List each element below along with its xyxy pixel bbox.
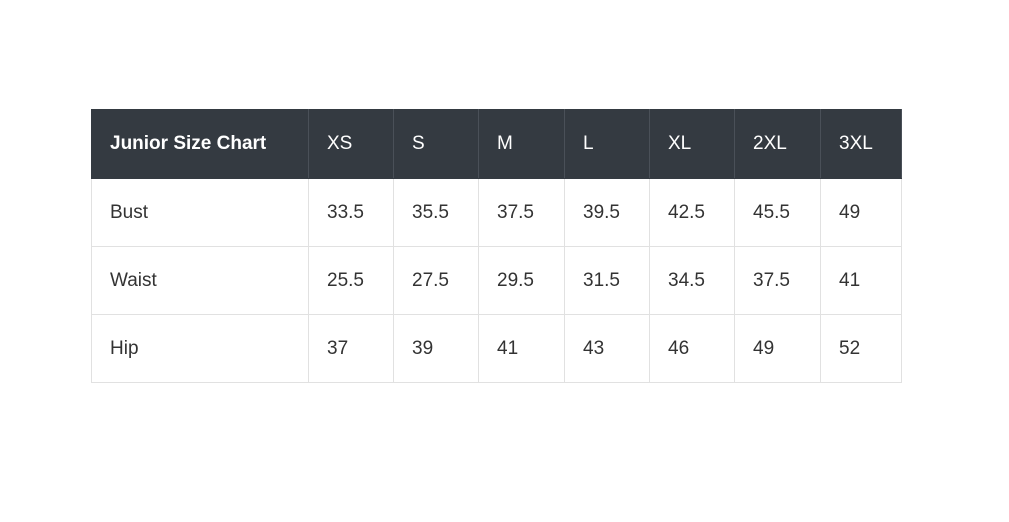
header-cell: Junior Size Chart — [91, 109, 309, 179]
size-value: 52 — [820, 314, 902, 383]
row-label: Bust — [91, 178, 309, 247]
header-cell: L — [564, 109, 650, 179]
size-table: Junior Size Chart XS S M L XL 2XL 3XL Bust 33.5 3… — [91, 109, 902, 383]
size-value: 35.5 — [393, 178, 479, 247]
row-label: Waist — [91, 246, 309, 315]
header-cell: XL — [649, 109, 735, 179]
size-value: 27.5 — [393, 246, 479, 315]
size-value: 29.5 — [478, 246, 565, 315]
size-value: 43 — [564, 314, 650, 383]
row-label: Hip — [91, 314, 309, 383]
size-value: 25.5 — [308, 246, 394, 315]
size-value: 39 — [393, 314, 479, 383]
size-value: 37.5 — [478, 178, 565, 247]
table-header: Junior Size Chart XS S M L XL 2XL 3XL — [91, 109, 902, 179]
size-value: 42.5 — [649, 178, 735, 247]
size-value: 33.5 — [308, 178, 394, 247]
size-value: 39.5 — [564, 178, 650, 247]
size-value: 45.5 — [734, 178, 821, 247]
size-chart: Junior Size Chart XS S M L XL 2XL 3XL Bust 33.5 3… — [91, 109, 902, 383]
header-cell: XS — [308, 109, 394, 179]
body-row: Bust 33.5 35.5 37.5 39.5 42.5 45.5 49 — [91, 178, 902, 247]
size-value: 49 — [734, 314, 821, 383]
header-row: Junior Size Chart XS S M L XL 2XL 3XL — [91, 109, 902, 179]
size-value: 49 — [820, 178, 902, 247]
size-value: 41 — [820, 246, 902, 315]
header-cell: S — [393, 109, 479, 179]
body-row: Hip 37 39 41 43 46 49 52 — [91, 314, 902, 383]
size-value: 37 — [308, 314, 394, 383]
header-cell: M — [478, 109, 565, 179]
body-row: Waist 25.5 27.5 29.5 31.5 34.5 37.5 41 — [91, 246, 902, 315]
size-value: 46 — [649, 314, 735, 383]
header-cell: 3XL — [820, 109, 902, 179]
header-cell: 2XL — [734, 109, 821, 179]
table-body: Bust 33.5 35.5 37.5 39.5 42.5 45.5 49 Waist 25.5 2… — [91, 178, 902, 383]
size-value: 34.5 — [649, 246, 735, 315]
size-value: 41 — [478, 314, 565, 383]
size-value: 37.5 — [734, 246, 821, 315]
size-value: 31.5 — [564, 246, 650, 315]
